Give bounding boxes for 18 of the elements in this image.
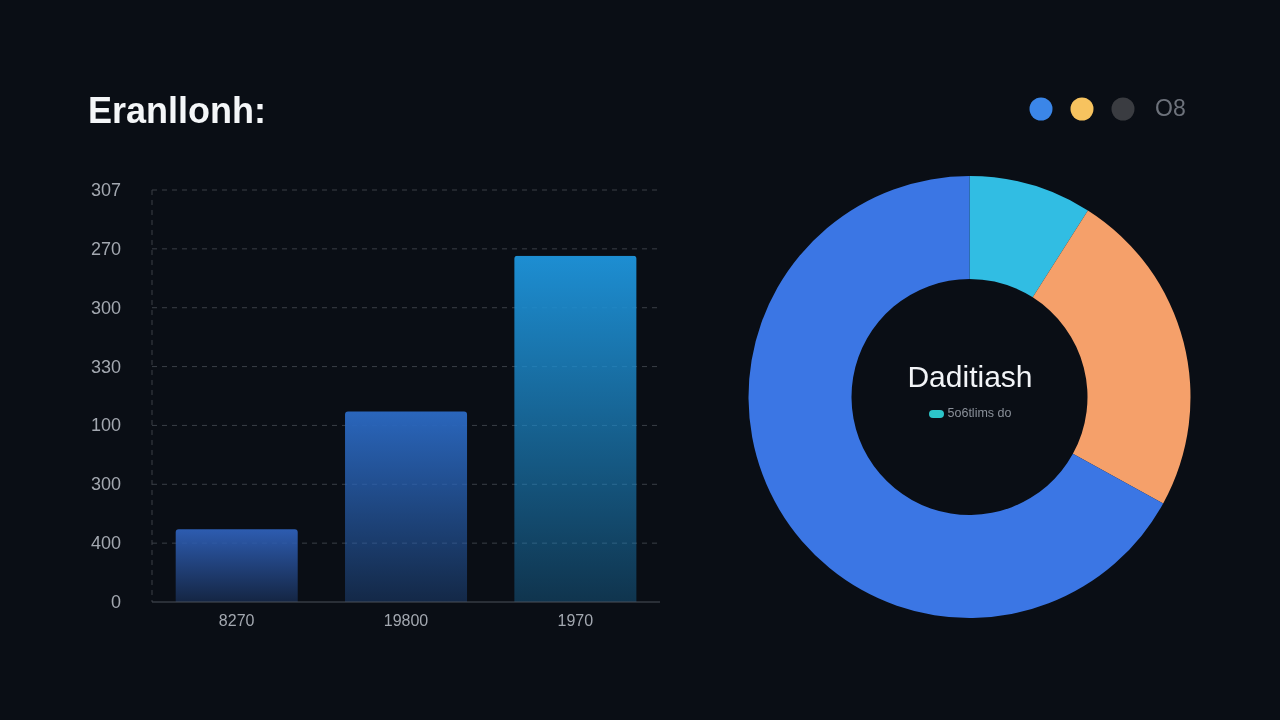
text: 0 bbox=[110, 592, 121, 612]
text: 400 bbox=[90, 533, 121, 554]
x-tick-label: 8270 bbox=[218, 612, 255, 630]
text: 330 bbox=[90, 356, 121, 377]
text: Daditiash bbox=[906, 360, 1034, 393]
donut-slice bbox=[748, 176, 1164, 618]
text: 5o6tlims do bbox=[947, 406, 1012, 421]
text: 300 bbox=[90, 297, 121, 318]
text: 270 bbox=[90, 238, 121, 259]
chart-title: Eranllonh: bbox=[88, 90, 266, 131]
text: O8 bbox=[1155, 95, 1186, 122]
text: 300 bbox=[90, 474, 121, 495]
x-tick-label: 1970 bbox=[557, 612, 594, 630]
text: 100 bbox=[90, 415, 121, 436]
text: 307 bbox=[90, 180, 121, 200]
donut-slice bbox=[1032, 210, 1191, 504]
donut-slice bbox=[969, 176, 1088, 298]
x-tick-label: 19800 bbox=[383, 612, 429, 630]
